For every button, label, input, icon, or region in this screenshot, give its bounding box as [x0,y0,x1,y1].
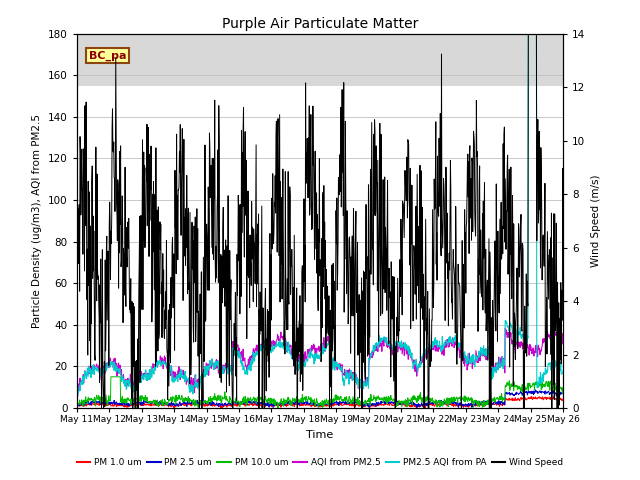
Legend: PM 1.0 um, PM 2.5 um, PM 10.0 um, AQI from PM2.5, PM2.5 AQI from PA, Wind Speed: PM 1.0 um, PM 2.5 um, PM 10.0 um, AQI fr… [73,455,567,471]
Y-axis label: Particle Density (ug/m3), AQI from PM2.5: Particle Density (ug/m3), AQI from PM2.5 [33,114,42,328]
Text: BC_pa: BC_pa [89,50,127,60]
Title: Purple Air Particulate Matter: Purple Air Particulate Matter [222,17,418,31]
X-axis label: Time: Time [307,430,333,440]
Y-axis label: Wind Speed (m/s): Wind Speed (m/s) [591,175,601,267]
Bar [77,34,563,85]
